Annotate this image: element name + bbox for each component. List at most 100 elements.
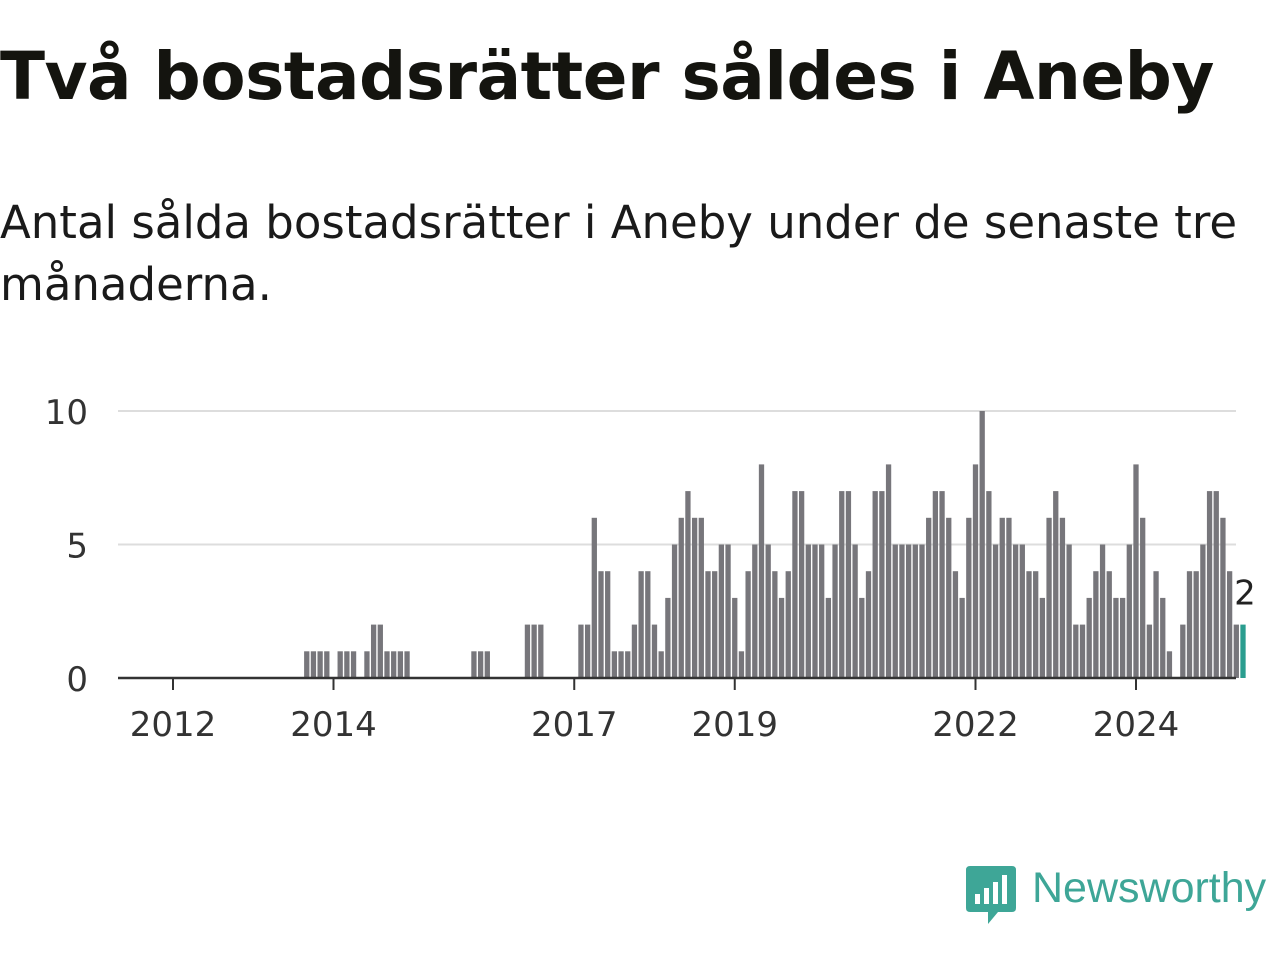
- bar: [986, 491, 992, 678]
- bar: [1200, 544, 1206, 678]
- bar: [738, 651, 745, 678]
- bar: [1213, 491, 1219, 678]
- bar: [477, 651, 484, 678]
- bar: [598, 571, 604, 678]
- bar: [685, 491, 691, 678]
- x-tick-label: 2014: [290, 705, 377, 745]
- bar: [912, 544, 918, 678]
- bar: [1180, 624, 1186, 678]
- bar: [778, 597, 785, 678]
- bar: [1093, 571, 1099, 678]
- bar: [638, 571, 644, 678]
- bar: [1226, 571, 1233, 678]
- bar: [1066, 544, 1072, 678]
- bar: [678, 517, 684, 678]
- bar: [932, 491, 939, 678]
- bar: [972, 464, 979, 678]
- bar: [725, 544, 731, 678]
- bar: [1193, 571, 1199, 678]
- bar: [992, 544, 999, 678]
- bar: [865, 571, 872, 678]
- bar: [384, 651, 390, 678]
- bar: [344, 651, 350, 678]
- bar: [952, 571, 959, 678]
- bar-chart-speech-bubble-icon: [966, 866, 1016, 924]
- highlighted-bar: [1240, 624, 1246, 678]
- bar: [1233, 624, 1239, 678]
- bar: [752, 544, 758, 678]
- bar: [1033, 571, 1039, 678]
- bar: [578, 624, 584, 678]
- bar: [732, 597, 738, 678]
- bar: [377, 624, 383, 678]
- bar: [310, 651, 317, 678]
- bar: [591, 517, 597, 678]
- bar: [946, 517, 952, 678]
- bar: [1166, 651, 1173, 678]
- newsworthy-logo: Newsworthy: [964, 864, 1280, 928]
- bar: [798, 491, 805, 678]
- bar: [698, 517, 704, 678]
- bar: [1186, 571, 1193, 678]
- bar: [1113, 597, 1119, 678]
- bar: [1046, 517, 1052, 678]
- bar: [631, 624, 638, 678]
- bar: [658, 651, 664, 678]
- value-label: 2: [1234, 574, 1256, 614]
- bar: [471, 651, 477, 678]
- bar: [1220, 517, 1226, 678]
- bar: [1019, 544, 1025, 678]
- bar: [1206, 491, 1213, 678]
- bar: [605, 571, 611, 678]
- bar: [705, 571, 711, 678]
- bar: [718, 544, 725, 678]
- bar: [892, 544, 898, 678]
- bar: [397, 651, 404, 678]
- brand-name: Newsworthy: [1032, 864, 1267, 912]
- bar: [1140, 517, 1146, 678]
- bar: [524, 624, 531, 678]
- bar: [1099, 544, 1106, 678]
- bar: [712, 571, 718, 678]
- bar: [812, 544, 818, 678]
- bar: [772, 571, 778, 678]
- bar: [665, 597, 671, 678]
- y-tick-label: 5: [66, 527, 88, 567]
- bar: [1073, 624, 1079, 678]
- x-tick-label: 2019: [691, 705, 778, 745]
- bar: [879, 491, 885, 678]
- chart-title: Två bostadsrätter såldes i Aneby: [0, 38, 1214, 115]
- bar: [859, 597, 865, 678]
- bar: [538, 624, 544, 678]
- bar: [364, 651, 370, 678]
- bar: [885, 464, 892, 678]
- bar: [1133, 464, 1139, 678]
- bar: [1119, 597, 1126, 678]
- bar: [1160, 597, 1166, 678]
- bar: [618, 651, 624, 678]
- bar: [1146, 624, 1153, 678]
- bar: [785, 571, 791, 678]
- bar: [872, 491, 878, 678]
- bar: [825, 597, 832, 678]
- bar: [1106, 571, 1112, 678]
- bar: [966, 517, 972, 678]
- bar: [999, 517, 1005, 678]
- bar: [584, 624, 591, 678]
- bar: [852, 544, 858, 678]
- x-tick-label: 2024: [1093, 705, 1180, 745]
- bar: [1026, 571, 1032, 678]
- bar: [404, 651, 410, 678]
- bar: [304, 651, 310, 678]
- bar: [611, 651, 618, 678]
- y-tick-label: 0: [66, 660, 88, 700]
- bar: [324, 651, 330, 678]
- x-tick-label: 2017: [531, 705, 618, 745]
- bar: [979, 411, 985, 678]
- bar: [745, 571, 751, 678]
- bar: [1012, 544, 1019, 678]
- bar: [1086, 597, 1092, 678]
- y-tick-label: 10: [45, 393, 88, 433]
- bar: [1006, 517, 1012, 678]
- bar-chart: 0 5 10 2012 2014 2017 2019 2022 2024 2: [45, 393, 1259, 745]
